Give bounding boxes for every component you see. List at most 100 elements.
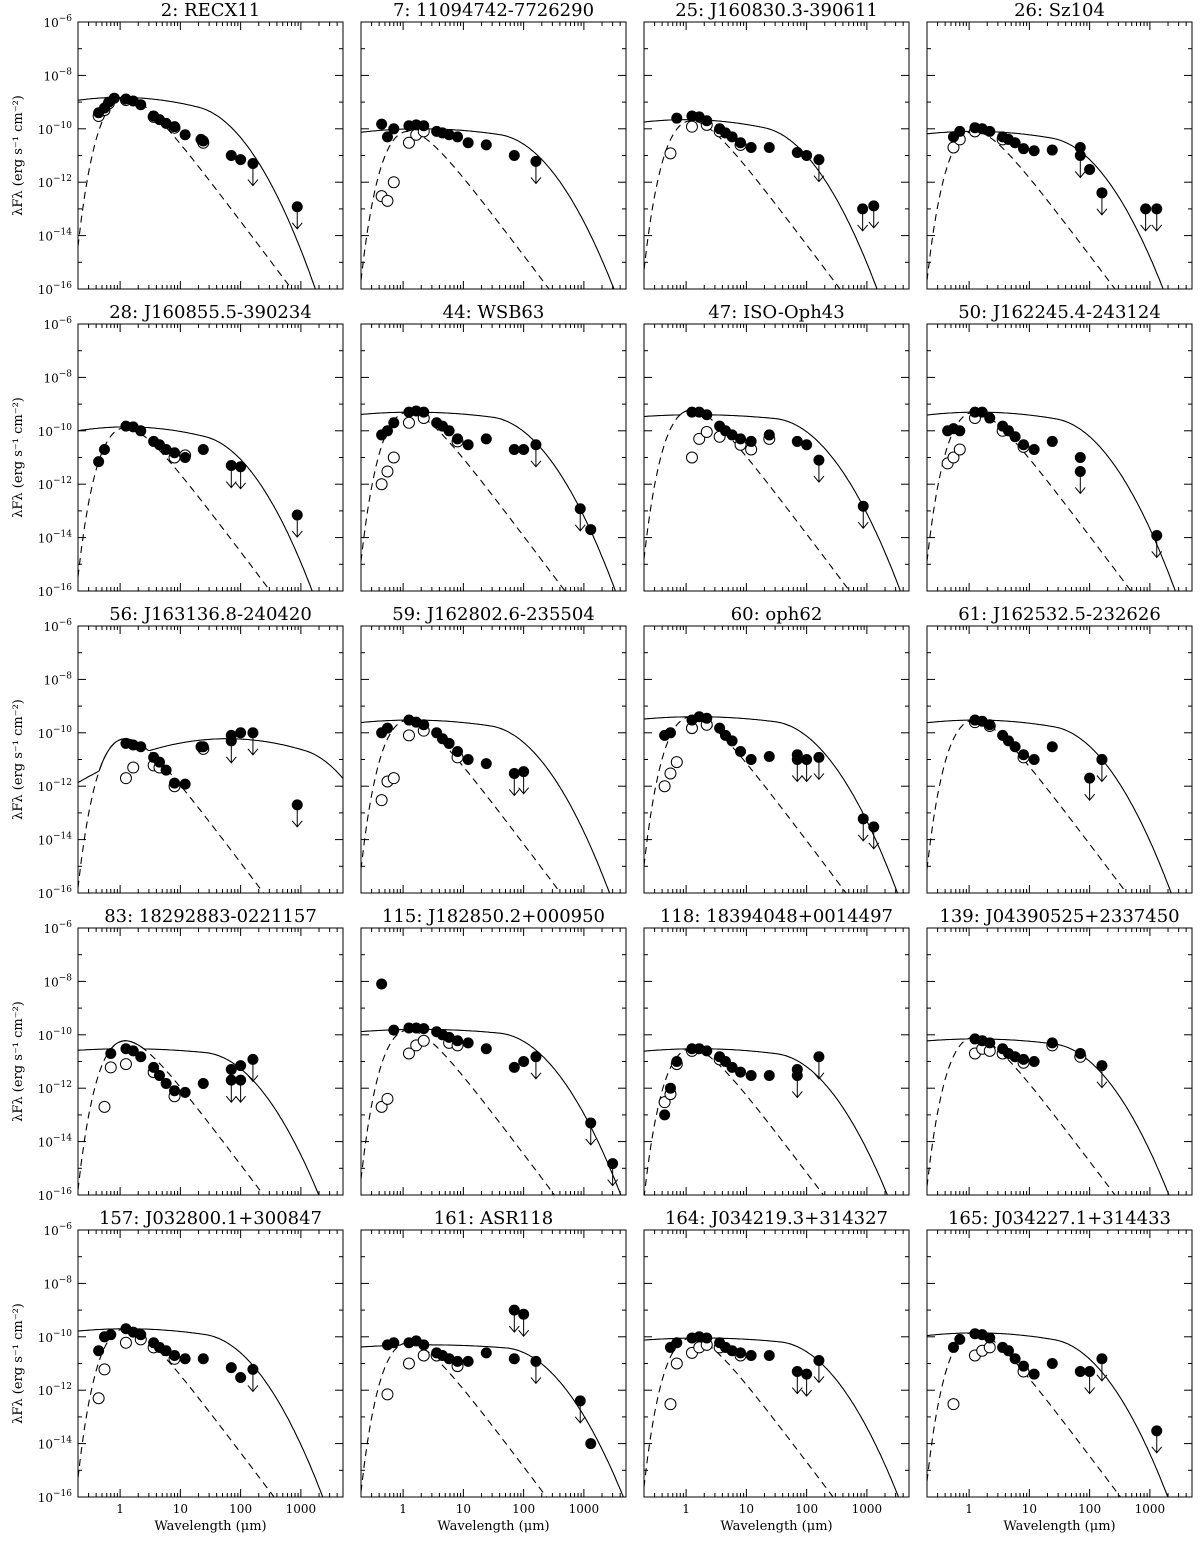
upper-limit-arrow — [813, 1056, 825, 1080]
upper-limit-arrow — [247, 163, 259, 187]
observed-flux-point — [462, 754, 474, 765]
disk-model-line — [78, 426, 313, 591]
observed-flux-point — [763, 1069, 775, 1081]
sed-panel: 61: J162532.5-232626 — [926, 604, 1193, 894]
x-tick-label: 100 — [1078, 1502, 1101, 1516]
observed-flux-point — [153, 1069, 165, 1081]
y-tick-label: 10−6 — [43, 618, 72, 634]
dereddened-flux-point — [375, 478, 388, 491]
panel-title: 115: J182850.2+000950 — [382, 906, 605, 927]
upper-limit-arrow — [1151, 208, 1163, 232]
observed-flux-point — [98, 443, 110, 455]
disk-model-line — [361, 1342, 625, 1497]
panel-title: 25: J160830.3-390611 — [675, 0, 878, 21]
observed-flux-point — [179, 129, 191, 141]
y-tick-label: 10−12 — [38, 174, 72, 190]
y-tick-label: 10−8 — [43, 67, 72, 83]
photosphere-model-line — [361, 130, 550, 289]
x-tick-label: 1 — [965, 1502, 973, 1516]
y-tick-label: 10−12 — [38, 1080, 72, 1096]
observed-flux-point — [418, 1339, 430, 1351]
y-tick-label: 10−16 — [38, 885, 73, 901]
observed-flux-point — [381, 722, 393, 734]
sed-panel: 44: WSB63 — [360, 302, 627, 592]
upper-limit-arrow — [813, 460, 825, 483]
upper-limit-arrow — [801, 1374, 813, 1397]
observed-flux-point — [135, 741, 147, 753]
dereddened-flux-point — [658, 780, 671, 793]
observed-flux-point — [745, 141, 757, 153]
observed-flux-point — [443, 1353, 455, 1365]
observed-flux-point — [745, 1349, 757, 1361]
dereddened-flux-point — [98, 1100, 111, 1113]
sed-panel: 7: 11094742-7726290 — [360, 0, 627, 290]
dereddened-flux-point — [127, 761, 140, 774]
y-tick-label: 10−8 — [43, 671, 72, 687]
y-tick-label: 10−10 — [38, 725, 73, 741]
upper-limit-arrow — [868, 826, 880, 850]
y-axis-title: λFλ (erg s⁻¹ cm⁻²) — [11, 1001, 26, 1122]
dereddened-flux-point — [381, 1092, 394, 1105]
x-tick-label: 10 — [1022, 1502, 1037, 1516]
observed-flux-point — [1074, 1047, 1086, 1059]
x-axis-title: Wavelength (μm) — [720, 1519, 832, 1534]
panel-frame — [643, 21, 910, 290]
dereddened-flux-point — [381, 465, 394, 478]
observed-flux-point — [1028, 754, 1040, 765]
observed-flux-point — [135, 99, 147, 111]
upper-limit-arrow — [791, 759, 803, 783]
photosphere-model-line — [927, 411, 1132, 591]
sed-panel: 157: J032800.1+300847 10−6 10−8 10−10 10−12 1… — [11, 1208, 344, 1534]
observed-flux-point — [701, 115, 713, 127]
y-axis-title: λFλ (erg s⁻¹ cm⁻²) — [11, 1303, 26, 1424]
photosphere-model-line — [361, 719, 562, 893]
observed-flux-point — [984, 1037, 996, 1049]
observed-flux-point — [1084, 163, 1096, 175]
upper-limit-arrow — [607, 1163, 619, 1187]
x-tick-label: 1 — [116, 1502, 124, 1516]
observed-flux-point — [452, 745, 464, 757]
observed-flux-point — [148, 1061, 160, 1073]
panel-title: 83: 18292883-0221157 — [104, 906, 317, 927]
x-tick-label: 100 — [229, 1502, 252, 1516]
observed-flux-point — [984, 1332, 996, 1344]
observed-flux-point — [127, 1045, 139, 1057]
x-tick-label: 10 — [173, 1502, 188, 1516]
upper-limit-arrow — [247, 1369, 259, 1393]
upper-limit-arrow — [530, 1056, 542, 1080]
observed-flux-point — [169, 1085, 181, 1097]
upper-limit-arrow — [791, 1075, 803, 1099]
observed-flux-point — [197, 741, 209, 753]
y-tick-label: 10−16 — [38, 1187, 73, 1203]
panel-frame — [643, 625, 910, 894]
observed-flux-point — [480, 433, 492, 445]
dereddened-flux-point — [375, 1100, 388, 1113]
dereddened-flux-point — [381, 1388, 394, 1401]
y-tick-label: 10−6 — [43, 316, 72, 332]
panel-title: 157: J032800.1+300847 — [99, 1208, 322, 1229]
dereddened-flux-point — [98, 1363, 111, 1376]
observed-flux-point — [480, 1043, 492, 1055]
observed-flux-point — [197, 443, 209, 455]
observed-flux-point — [508, 1061, 520, 1073]
dereddened-flux-point — [381, 194, 394, 207]
panel-frame — [360, 625, 627, 894]
sed-panel: 56: J163136.8-240420 10−6 10−8 10−10 10−12 10… — [11, 604, 344, 901]
upper-limit-arrow — [225, 1080, 237, 1103]
observed-flux-point — [197, 1353, 209, 1365]
photosphere-model-line — [644, 1048, 825, 1195]
observed-flux-point — [1009, 137, 1021, 149]
x-tick-label: 10 — [456, 1502, 471, 1516]
observed-flux-point — [726, 1061, 738, 1073]
observed-flux-point — [235, 1060, 247, 1072]
y-tick-label: 10−12 — [38, 476, 72, 492]
panel-title: 139: J04390525+2337450 — [939, 906, 1179, 927]
observed-flux-point — [984, 412, 996, 424]
observed-flux-point — [664, 1082, 676, 1094]
upper-limit-arrow — [1096, 759, 1108, 783]
observed-flux-point — [418, 406, 430, 418]
observed-flux-point — [179, 1353, 191, 1365]
observed-flux-point — [664, 727, 676, 739]
observed-flux-point — [726, 735, 738, 747]
observed-flux-point — [585, 524, 597, 536]
